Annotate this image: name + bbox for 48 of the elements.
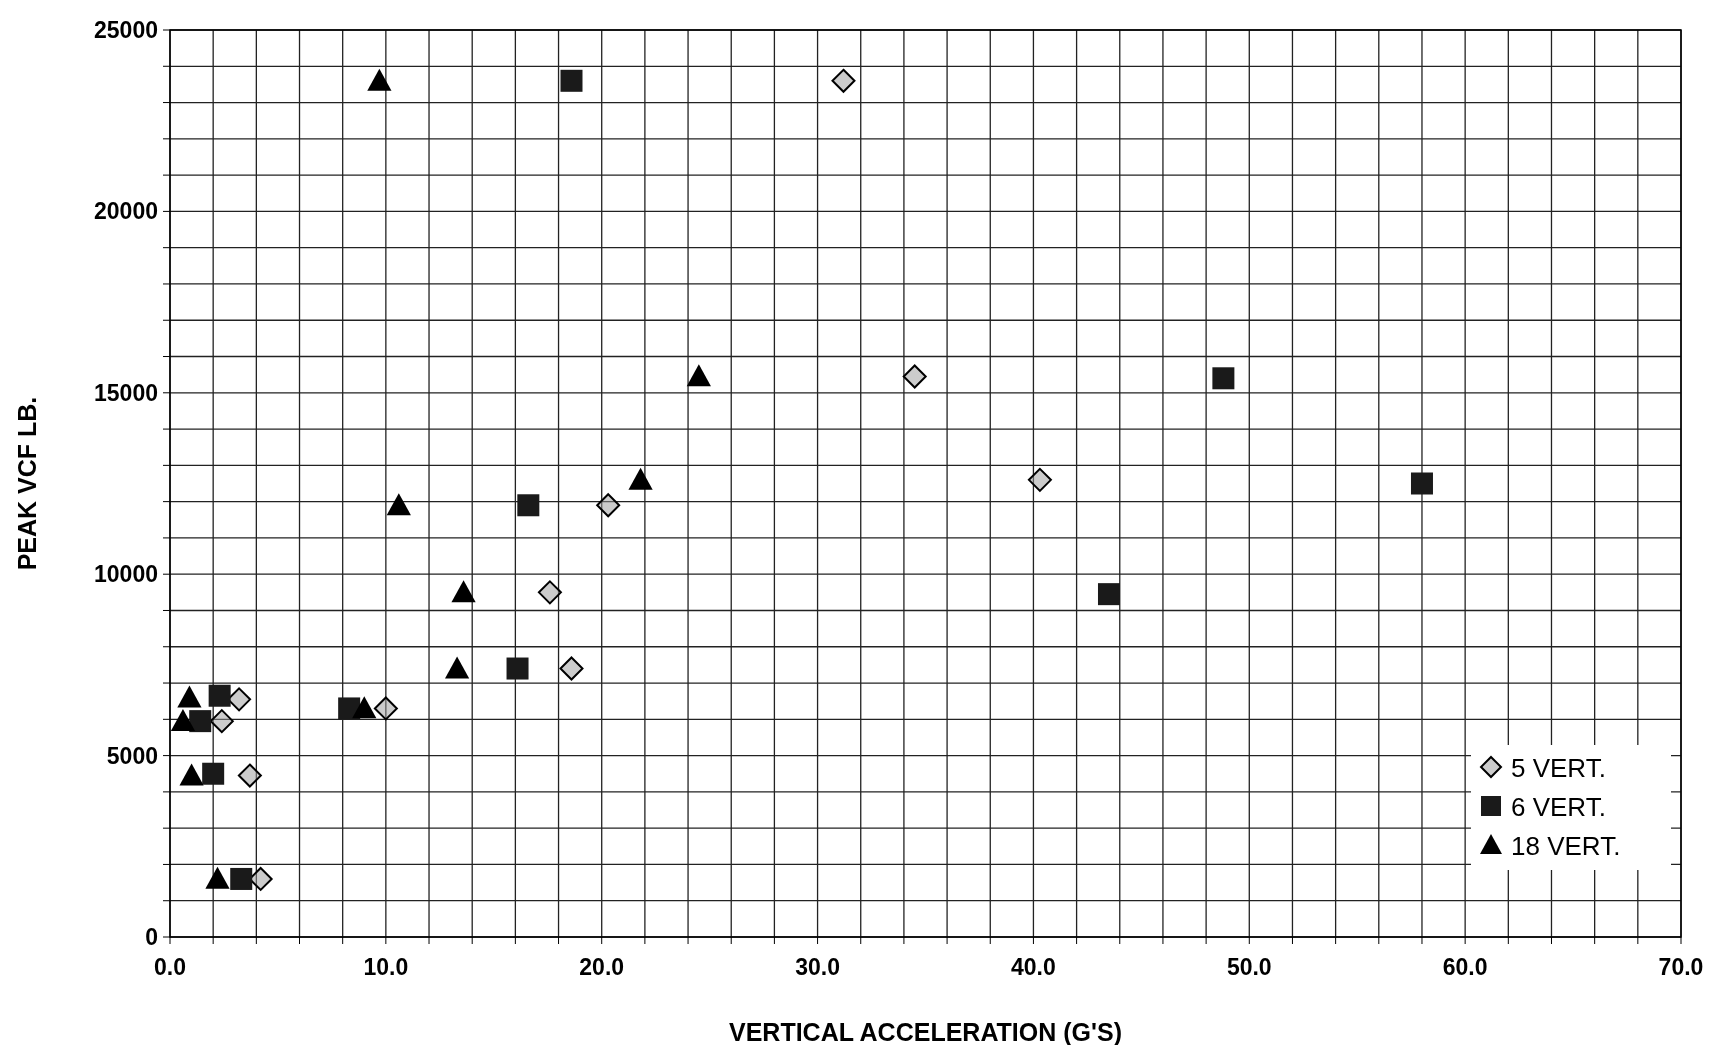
- point: [170, 709, 196, 732]
- point: [189, 710, 212, 733]
- point: [517, 494, 540, 517]
- legend-label: 6 VERT.: [1511, 792, 1606, 822]
- point: [209, 709, 234, 734]
- point: [628, 467, 653, 490]
- point: [352, 696, 377, 719]
- x-tick-label: 10.0: [363, 954, 409, 980]
- point: [208, 684, 231, 707]
- x-tick-label: 0.0: [154, 954, 186, 980]
- y-tick-label: 25000: [94, 17, 158, 43]
- y-tick-label: 15000: [94, 379, 158, 406]
- legend-label: 18 VERT.: [1511, 831, 1621, 861]
- y-tick-label: 0: [145, 924, 158, 950]
- point: [537, 580, 562, 605]
- y-tick-label: 5000: [106, 742, 158, 769]
- x-tick-label: 40.0: [1011, 954, 1056, 980]
- point: [559, 656, 584, 681]
- legend-label: 5 VERT.: [1511, 753, 1606, 783]
- point: [373, 696, 398, 721]
- x-tick-label: 60.0: [1442, 954, 1488, 980]
- point: [177, 685, 202, 708]
- y-tick-label: 10000: [94, 561, 158, 588]
- point: [179, 763, 204, 786]
- point: [444, 656, 470, 679]
- point: [451, 580, 476, 603]
- point: [1027, 467, 1052, 492]
- point: [686, 364, 711, 387]
- point: [205, 866, 230, 889]
- point: [1410, 472, 1433, 495]
- x-tick-label: 50.0: [1226, 954, 1272, 980]
- point: [596, 493, 621, 518]
- x-tick-label: 20.0: [579, 954, 625, 980]
- y-tick-label: 20000: [94, 198, 158, 225]
- point: [1212, 367, 1235, 390]
- point: [560, 69, 583, 92]
- point: [902, 364, 927, 389]
- point: [386, 493, 411, 516]
- point: [237, 763, 262, 788]
- point: [506, 657, 529, 680]
- point: [1097, 583, 1120, 606]
- point: [831, 68, 856, 93]
- point: [367, 68, 392, 91]
- x-tick-label: 30.0: [795, 954, 840, 980]
- y-axis-title: PEAK VCF LB.: [13, 396, 41, 571]
- x-tick-label: 70.0: [1658, 954, 1704, 980]
- point: [202, 762, 225, 785]
- point: [230, 867, 253, 890]
